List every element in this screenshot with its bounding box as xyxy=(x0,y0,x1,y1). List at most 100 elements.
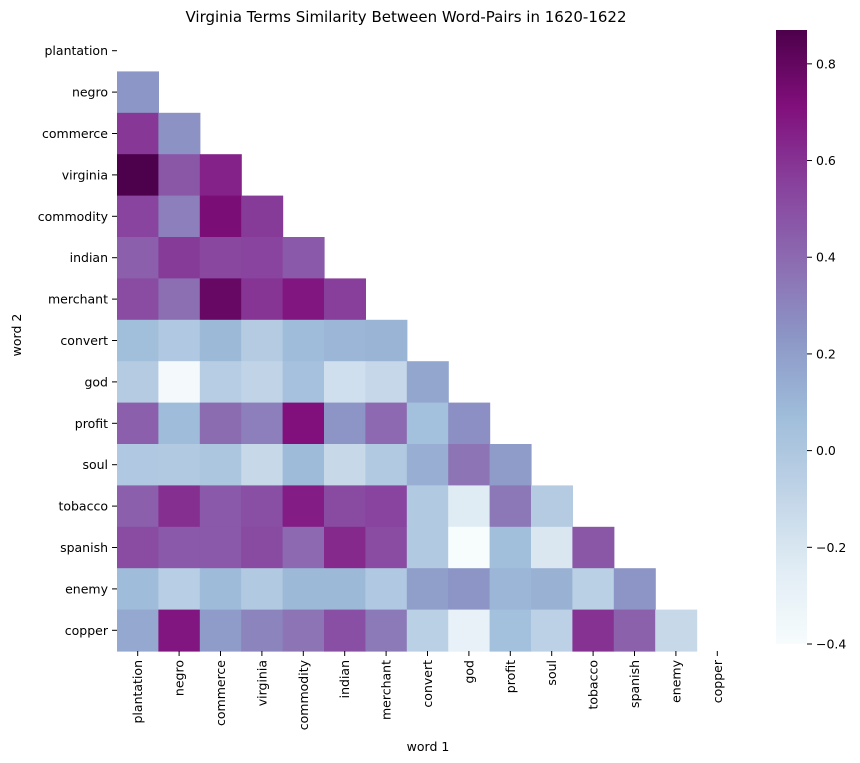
heatmap-cell-profit-negro xyxy=(158,402,201,445)
x-tick-label: negro xyxy=(172,660,187,696)
heatmap-cell-god-convert xyxy=(406,361,449,404)
y-tick-label: spanish xyxy=(60,540,108,555)
heatmap-cell-virginia-negro xyxy=(158,154,201,197)
heatmap-cell-profit-commodity xyxy=(282,402,325,445)
heatmap-cell-tobacco-negro xyxy=(158,485,201,528)
colorbar-gradient xyxy=(776,30,807,644)
colorbar-tick-label: 0.6 xyxy=(816,153,836,168)
heatmap-cell-spanish-indian xyxy=(324,526,366,569)
chart-title: Virginia Terms Similarity Between Word-P… xyxy=(185,8,626,26)
y-tick-label: soul xyxy=(82,457,108,472)
heatmap-cell-soul-profit xyxy=(489,444,532,486)
heatmap-cell-soul-plantation xyxy=(117,444,159,486)
heatmap-cell-copper-negro xyxy=(158,609,201,652)
x-tick-label: commodity xyxy=(296,659,311,730)
heatmap-cell-profit-indian xyxy=(324,402,366,445)
colorbar: −0.4 −0.2 0.0 0.2 0.4 0.6 0.8 xyxy=(776,30,846,652)
heatmap-cell-spanish-convert xyxy=(406,526,449,569)
heatmap-cell-commodity-commerce xyxy=(199,195,242,238)
heatmap-cell-spanish-god xyxy=(448,526,491,569)
heatmap-cell-indian-commerce xyxy=(199,237,242,279)
heatmap-cell-commodity-negro xyxy=(158,195,201,238)
heatmap-cell-convert-negro xyxy=(158,319,201,362)
heatmap-cell-god-commodity xyxy=(282,361,325,404)
heatmap-cell-convert-commodity xyxy=(282,319,325,362)
heatmap-cell-profit-convert xyxy=(406,402,449,445)
y-tick-label: negro xyxy=(72,85,108,100)
colorbar-tick-label: 0.8 xyxy=(816,56,836,71)
heatmap-cell-tobacco-commerce xyxy=(199,485,242,528)
heatmap-cell-god-plantation xyxy=(117,361,159,404)
y-tick-label: indian xyxy=(70,250,108,265)
heatmap-cell-enemy-commerce xyxy=(199,568,242,611)
heatmap-cell-tobacco-soul xyxy=(531,485,573,528)
y-tick-label: enemy xyxy=(65,581,108,596)
heatmap-cell-convert-virginia xyxy=(241,319,284,362)
heatmap-cell-copper-profit xyxy=(489,609,532,652)
x-tick-label: indian xyxy=(337,660,352,698)
heatmap-cell-spanish-commodity xyxy=(282,526,325,569)
heatmap-cell-god-virginia xyxy=(241,361,284,404)
heatmap-cell-copper-virginia xyxy=(241,609,284,652)
y-tick-label: copper xyxy=(65,623,109,638)
heatmap-cell-spanish-merchant xyxy=(365,526,408,569)
heatmap-cell-copper-merchant xyxy=(365,609,408,652)
heatmap-cell-soul-negro xyxy=(158,444,201,486)
heatmap-cell-copper-enemy xyxy=(655,609,698,652)
heatmap-cell-spanish-tobacco xyxy=(572,526,615,569)
heatmap-cell-convert-indian xyxy=(324,319,366,362)
heatmap-cell-soul-commerce xyxy=(199,444,242,486)
heatmap-cell-indian-virginia xyxy=(241,237,284,279)
heatmap-cell-tobacco-indian xyxy=(324,485,366,528)
colorbar-tick-label: −0.4 xyxy=(816,637,846,652)
colorbar-tick-label: −0.2 xyxy=(816,540,846,555)
y-tick-label: commerce xyxy=(42,126,108,141)
heatmap-cell-copper-soul xyxy=(531,609,573,652)
heatmap-cell-commodity-virginia xyxy=(241,195,284,238)
heatmap-cell-enemy-spanish xyxy=(613,568,656,611)
colorbar-tick-label: 0.0 xyxy=(816,443,836,458)
heatmap-cell-merchant-virginia xyxy=(241,278,284,321)
x-tick-label: convert xyxy=(420,660,435,708)
y-tick-label: god xyxy=(84,374,108,389)
y-tick-label: convert xyxy=(60,333,108,348)
heatmap-cell-copper-commerce xyxy=(199,609,242,652)
colorbar-tick-label: 0.4 xyxy=(816,250,836,265)
heatmap-cell-spanish-commerce xyxy=(199,526,242,569)
heatmap-cell-indian-negro xyxy=(158,237,201,279)
heatmap-cell-god-commerce xyxy=(199,361,242,404)
x-tick-label: merchant xyxy=(379,660,394,720)
heatmap-cell-spanish-profit xyxy=(489,526,532,569)
heatmap-cell-merchant-commerce xyxy=(199,278,242,321)
heatmap-cell-spanish-soul xyxy=(531,526,573,569)
heatmap-cell-tobacco-virginia xyxy=(241,485,284,528)
x-tick-label: commerce xyxy=(213,660,228,726)
heatmap-cell-enemy-tobacco xyxy=(572,568,615,611)
heatmap-cell-profit-virginia xyxy=(241,402,284,445)
heatmap-cell-copper-god xyxy=(448,609,491,652)
x-tick-label: copper xyxy=(710,659,725,703)
heatmap-cell-soul-merchant xyxy=(365,444,408,486)
heatmap-cell-commerce-negro xyxy=(158,112,201,155)
heatmap-cell-soul-indian xyxy=(324,444,366,486)
y-tick-label: virginia xyxy=(62,167,108,182)
y-axis: plantation negro commerce virginia commodity… xyxy=(38,43,117,638)
heatmap-cell-convert-merchant xyxy=(365,319,408,362)
heatmap-cell-enemy-convert xyxy=(406,568,449,611)
heatmap-cell-tobacco-plantation xyxy=(117,485,159,528)
heatmap-cell-copper-indian xyxy=(324,609,366,652)
heatmap-cell-merchant-plantation xyxy=(117,278,159,321)
x-axis: plantation negro commerce virginia commodity… xyxy=(130,651,725,730)
heatmap-cell-tobacco-profit xyxy=(489,485,532,528)
heatmap-cell-merchant-indian xyxy=(324,278,366,321)
heatmap-cell-copper-spanish xyxy=(613,609,656,652)
heatmap-cell-profit-god xyxy=(448,402,491,445)
heatmap-cell-soul-convert xyxy=(406,444,449,486)
heatmap-cell-enemy-profit xyxy=(489,568,532,611)
y-tick-label: plantation xyxy=(45,43,109,58)
heatmap-cell-commerce-plantation xyxy=(117,112,159,155)
heatmap-cell-spanish-plantation xyxy=(117,526,159,569)
heatmap-cell-profit-commerce xyxy=(199,402,242,445)
heatmap-cells xyxy=(117,71,698,652)
